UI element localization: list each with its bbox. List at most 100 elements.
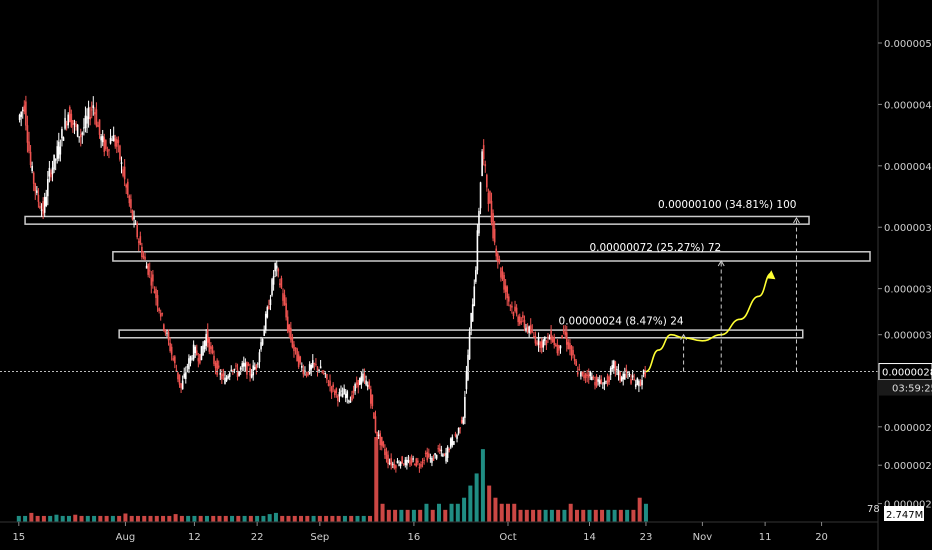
candle-body	[514, 306, 516, 312]
candle-body	[235, 365, 237, 367]
volume-bar	[361, 515, 366, 522]
time-axis[interactable]: 15 Aug 12 22 Sep 16 Oct 14 23 Nov 11 20	[12, 522, 828, 543]
candle-body	[456, 435, 458, 439]
candle-body	[23, 105, 26, 112]
candle-body	[561, 335, 563, 339]
price-axis[interactable]: 0.00000500 0.00000460 0.00000420 0.00000380…	[878, 39, 932, 511]
candle-body	[525, 327, 527, 330]
candle-body	[420, 463, 422, 467]
volume-bar	[286, 515, 291, 522]
candle-body	[97, 124, 99, 127]
candle-body	[181, 380, 184, 390]
candle-body	[625, 369, 628, 372]
volume-bar	[342, 515, 347, 522]
candle-body	[90, 109, 93, 111]
candle-body	[177, 372, 179, 380]
candle-body	[206, 329, 209, 343]
candle-body	[628, 374, 631, 376]
candle-body	[517, 316, 519, 323]
candle-body	[94, 112, 96, 115]
candle-body	[446, 446, 449, 458]
resistance-zones[interactable]	[24, 215, 871, 339]
candle-body	[385, 451, 388, 460]
resistance-zone[interactable]	[112, 251, 871, 262]
candle-body	[500, 267, 502, 278]
candle-body	[75, 123, 77, 127]
resistance-zone[interactable]	[118, 329, 804, 339]
candle-body	[539, 341, 541, 348]
candle-body	[473, 286, 476, 307]
candle-body	[200, 346, 203, 361]
candle-body	[318, 370, 320, 372]
candle-body	[163, 324, 165, 330]
candle-body	[486, 174, 488, 188]
candle-body	[437, 448, 440, 450]
volume-bar	[280, 515, 285, 522]
candle-body	[315, 364, 317, 366]
candle-body	[424, 453, 427, 455]
measure-annotations: 0.00000100 (34.81%) 100 0.00000072 (25.27…	[559, 199, 800, 372]
candle-body	[460, 419, 463, 423]
candle-body	[158, 308, 160, 312]
volume-bar	[631, 509, 636, 522]
candle-body	[37, 194, 40, 202]
candle-body	[638, 380, 640, 387]
candle-body	[105, 140, 107, 150]
candle-body	[431, 457, 433, 463]
candle-body	[481, 151, 483, 177]
candle-body	[34, 183, 37, 192]
candle-body	[495, 248, 498, 257]
candle-body	[123, 166, 126, 180]
candle-body	[134, 223, 137, 225]
candle-body	[413, 464, 416, 466]
candle-body	[619, 371, 621, 381]
candle-body	[29, 151, 32, 165]
candle-body	[387, 454, 389, 465]
candle-body	[236, 369, 239, 377]
candle-body	[343, 388, 345, 395]
volume-bar	[267, 514, 272, 522]
countdown-value: 03:59:25	[892, 384, 932, 395]
volume-bar	[505, 503, 510, 522]
volume-bar	[336, 515, 341, 522]
candle-body	[189, 356, 192, 364]
candle-body	[221, 374, 223, 380]
volume-bar	[60, 515, 65, 522]
candle-body	[388, 462, 391, 464]
candle-body	[260, 342, 262, 350]
candle-body	[576, 372, 579, 375]
candle-body	[21, 109, 24, 111]
candle-body	[354, 384, 356, 392]
volume-bar	[518, 509, 523, 522]
volume-bar	[556, 509, 561, 522]
candle-body	[53, 154, 55, 170]
volume-bar	[230, 515, 235, 522]
candle-body	[279, 283, 281, 285]
volume-bar	[399, 509, 404, 522]
volume-bar	[424, 503, 429, 522]
measure-arrowhead	[680, 333, 688, 340]
candle-body	[243, 362, 245, 367]
volume-value-left: 78	[867, 504, 880, 515]
candle-body	[489, 191, 491, 204]
volume-bar	[16, 515, 21, 522]
candle-body	[56, 146, 59, 159]
time-tick-label: Sep	[310, 532, 329, 543]
candle-body	[642, 370, 645, 375]
candle-body	[522, 315, 524, 318]
candle-body	[544, 337, 546, 342]
candle-body	[406, 459, 408, 466]
price-tick-label: 0.00000380	[884, 223, 932, 234]
volume-bar	[349, 515, 354, 522]
price-tick-label: 0.00000420	[884, 162, 932, 173]
candle-body	[335, 388, 338, 394]
candle-body	[263, 329, 265, 336]
candle-body	[462, 417, 465, 424]
resistance-zone[interactable]	[24, 215, 810, 225]
candle-body	[293, 344, 295, 352]
volume-bar	[487, 485, 492, 522]
candle-body	[32, 172, 35, 184]
candle-body	[213, 355, 215, 364]
candle-body	[440, 449, 443, 452]
